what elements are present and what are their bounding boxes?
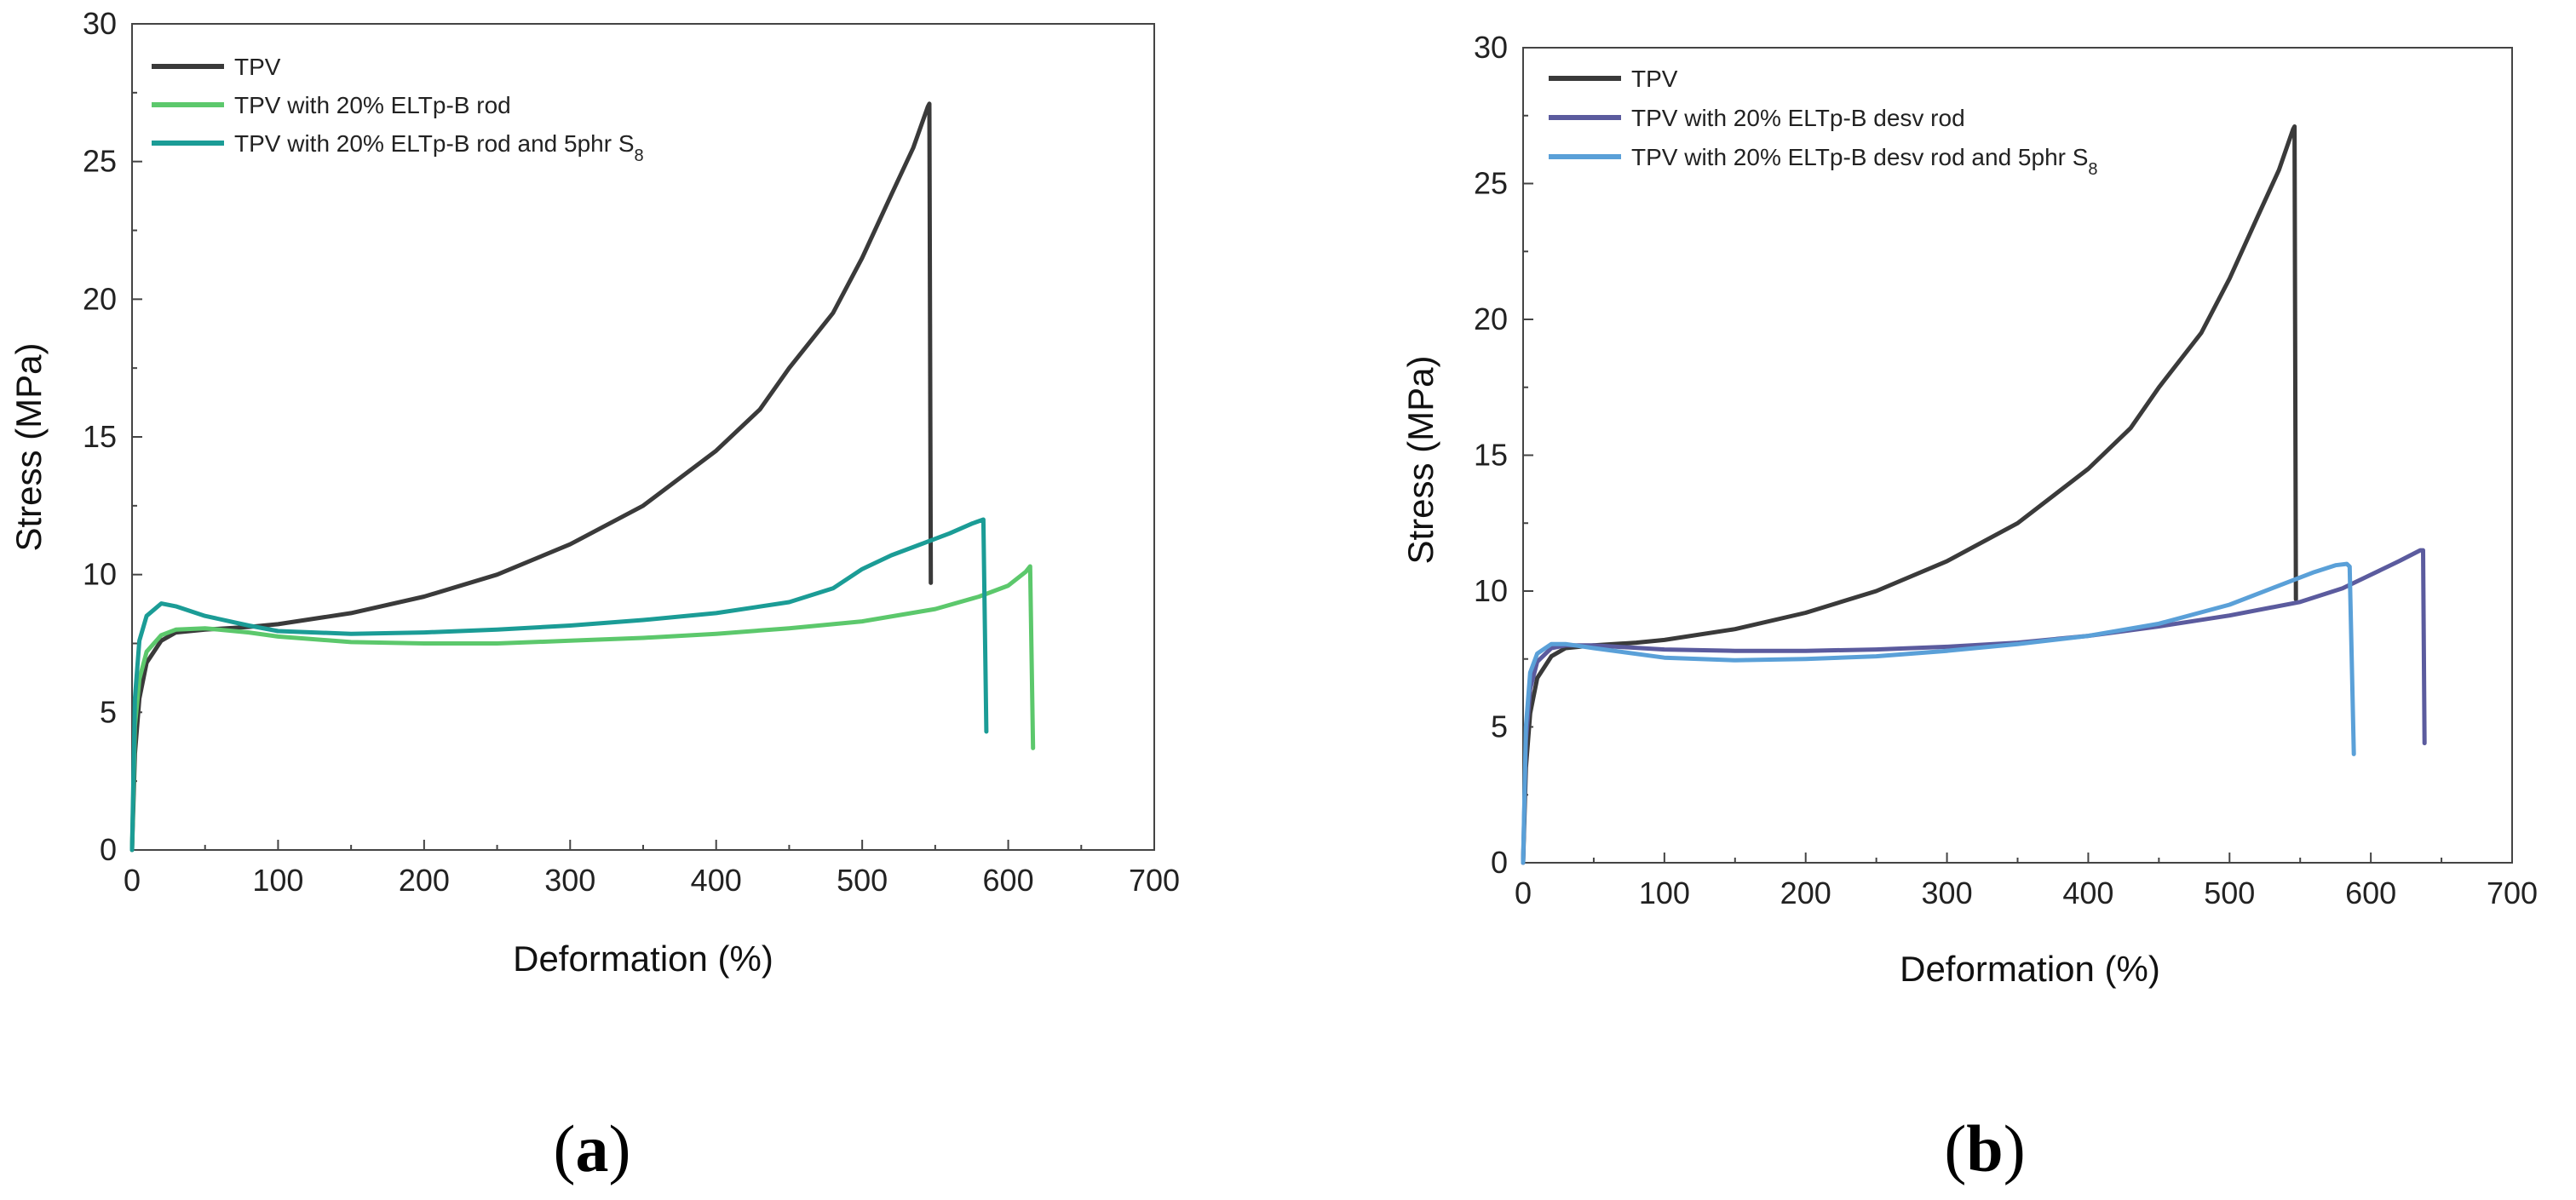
panel-a-x-axis-title: Deformation (%): [513, 939, 773, 979]
panel-b-legend-label-2: TPV with 20% ELTp-B desv rod: [1631, 105, 1965, 131]
panel-b-x-tick-label: 300: [1922, 876, 1973, 910]
panel-b-y-tick-label: 0: [1491, 845, 1508, 880]
panel-a-y-tick-label: 20: [83, 281, 117, 316]
panel-b-x-axis-title: Deformation (%): [1900, 949, 2160, 989]
panel-b-y-tick-label: 10: [1474, 573, 1508, 608]
panel-a-x-tick-label: 400: [691, 863, 742, 898]
panel-b-chart: Deformation (%) Stress (MPa) (b) 0 100 200…: [1400, 30, 2538, 1186]
panel-b-x-tick-label: 0: [1515, 876, 1532, 910]
panel-b-y-tick-label: 15: [1474, 438, 1508, 473]
panel-b-series-line-3: [1521, 561, 2356, 865]
panel-b-x-tick-label: 600: [2345, 876, 2396, 910]
panel-b-x-tick-label: 200: [1780, 876, 1831, 910]
panel-a-label: (a): [554, 1111, 631, 1186]
panel-b-x-tick-label: 400: [2062, 876, 2113, 910]
panel-b-legend-label-1: TPV: [1631, 66, 1678, 92]
panel-a-legend-label-3: TPV with 20% ELTp-B rod and 5phr S8: [234, 130, 644, 165]
panel-b-y-tick-label: 20: [1474, 301, 1508, 336]
panel-a-y-axis-title: Stress (MPa): [9, 342, 49, 551]
panel-a-y-tick-label: 25: [83, 144, 117, 179]
panel-a-y-tick-label: 0: [100, 832, 117, 867]
panel-a-x-tick-label: 700: [1129, 863, 1180, 898]
panel-a-series-line-2: [129, 564, 1036, 853]
panel-a-legend-label-1: TPV: [234, 54, 281, 80]
panel-b-x-tick-label: 100: [1639, 876, 1690, 910]
panel-b-y-tick-label: 5: [1491, 709, 1508, 744]
panel-b-y-tick-label: 25: [1474, 166, 1508, 201]
panel-a-x-tick-label: 200: [399, 863, 450, 898]
panel-b-x-tick-label: 500: [2204, 876, 2255, 910]
panel-b-y-axis-title: Stress (MPa): [1400, 355, 1440, 564]
panel-b-label: (b): [1944, 1111, 2025, 1186]
panel-a-x-tick-label: 600: [983, 863, 1034, 898]
panel-a-legend-label-2: TPV with 20% ELTp-B rod: [234, 92, 511, 118]
panel-a-x-tick-label: 300: [544, 863, 595, 898]
panel-b-legend-label-3: TPV with 20% ELTp-B desv rod and 5phr S8: [1631, 144, 2098, 179]
panel-b-series-line-2: [1521, 548, 2427, 865]
panel-b-series-line-1: [1521, 124, 2298, 865]
panel-b-y-tick-label: 30: [1474, 30, 1508, 65]
panel-a-y-tick-label: 10: [83, 557, 117, 592]
panel-a-x-tick-label: 500: [837, 863, 888, 898]
panel-a-series-line-3: [129, 517, 989, 853]
panel-a-x-tick-label: 100: [252, 863, 303, 898]
panel-a-series-line-1: [129, 101, 934, 853]
panel-a-x-tick-label: 0: [124, 863, 141, 898]
panel-a-y-tick-label: 30: [83, 6, 117, 41]
panel-b-x-tick-label: 700: [2487, 876, 2538, 910]
panel-a-chart: Deformation (%) Stress (MPa) (a) 0 100 200…: [9, 6, 1180, 1186]
panel-a-y-tick-label: 15: [83, 419, 117, 454]
panel-a-y-tick-label: 5: [100, 694, 117, 729]
